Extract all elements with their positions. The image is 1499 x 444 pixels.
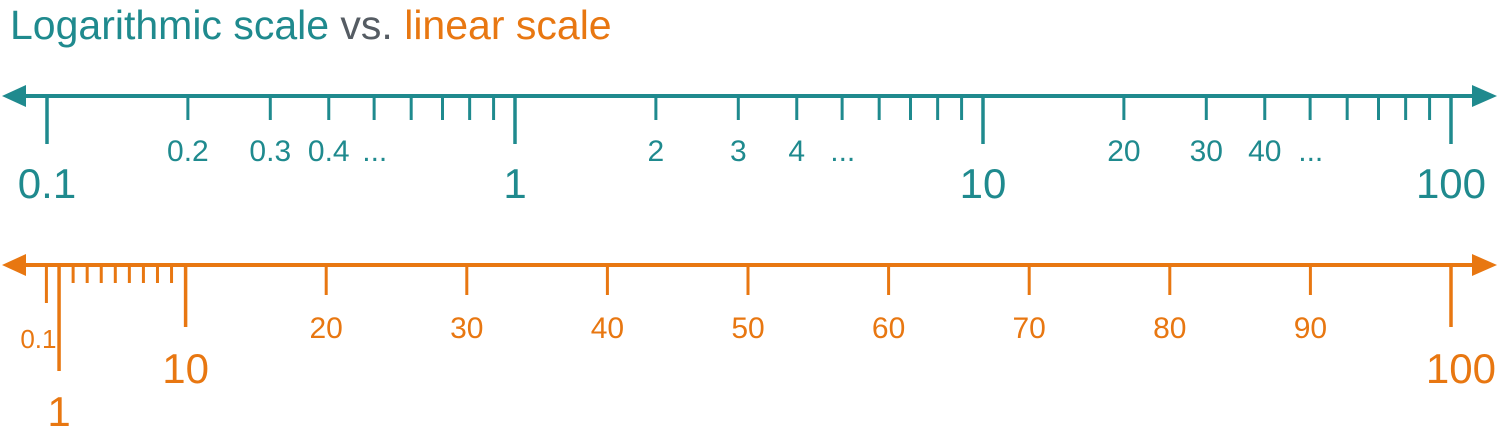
log-minor-label-0-4: 0.4 <box>308 135 350 168</box>
title-vs-part: vs. <box>329 2 405 48</box>
linear-mid-label-0-1: 0.1 <box>20 324 56 354</box>
log-major-label-1: 1 <box>503 160 526 207</box>
log-major-label-0-1: 0.1 <box>18 160 76 207</box>
log-major-label-100: 100 <box>1416 160 1486 207</box>
log-minor-label-4: 4 <box>788 135 805 168</box>
log-axis-left-arrow <box>2 85 26 107</box>
log-minor-label-0-2: 0.2 <box>167 135 209 168</box>
linear-major-label-10: 10 <box>162 345 209 392</box>
log-minor-label-2: 2 <box>648 135 665 168</box>
linear-major-label-100: 100 <box>1426 345 1496 392</box>
log-minor-label-0-3: 0.3 <box>249 135 291 168</box>
linear-mid-label-50: 50 <box>731 312 764 345</box>
log-minor-label-3: 3 <box>730 135 747 168</box>
linear-mid-label-30: 30 <box>450 312 483 345</box>
title-log-part: Logarithmic scale <box>10 2 330 48</box>
log-minor-label-30: 30 <box>1190 135 1223 168</box>
log-ellipsis-after-4: ... <box>830 135 855 168</box>
log-ellipsis-after-40: ... <box>1298 135 1323 168</box>
log-axis-right-arrow <box>1472 85 1497 107</box>
title-linear-part: linear scale <box>404 2 612 48</box>
log-ellipsis-after-0-4: ... <box>362 135 387 168</box>
linear-axis-right-arrow <box>1472 254 1497 276</box>
linear-mid-label-80: 80 <box>1153 312 1186 345</box>
linear-mid-label-90: 90 <box>1294 312 1327 345</box>
linear-mid-label-40: 40 <box>591 312 624 345</box>
linear-mid-label-70: 70 <box>1013 312 1046 345</box>
linear-major-label-1: 1 <box>47 388 70 435</box>
page-title: Logarithmic scale vs. linear scale <box>10 2 612 49</box>
linear-scale-axis: 0.1 20 30 40 50 60 70 80 90 1 10 100 <box>2 254 1497 435</box>
log-scale-axis: 0.1 1 10 100 0.2 0.3 0.4 2 3 4 20 30 40......... <box>2 85 1497 207</box>
linear-mid-label-60: 60 <box>872 312 905 345</box>
log-major-label-10: 10 <box>960 160 1007 207</box>
log-minor-label-20: 20 <box>1107 135 1140 168</box>
linear-mid-label-20: 20 <box>310 312 343 345</box>
log-minor-label-40: 40 <box>1248 135 1281 168</box>
linear-axis-left-arrow <box>2 254 26 276</box>
